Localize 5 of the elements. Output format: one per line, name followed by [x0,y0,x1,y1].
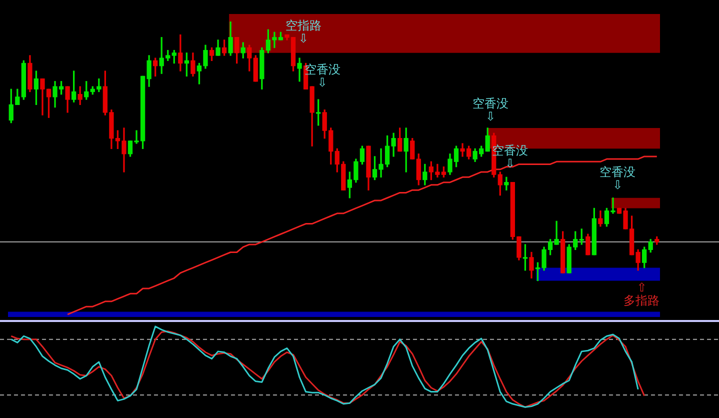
annotation: 空香没 ⇩ [600,165,636,192]
annotation: 空指路 ⇩ [285,18,322,46]
annotation: ⇧ 多指路 [624,280,660,308]
annotation: 空香没 ⇩ [472,96,508,124]
candlestick [297,58,302,82]
